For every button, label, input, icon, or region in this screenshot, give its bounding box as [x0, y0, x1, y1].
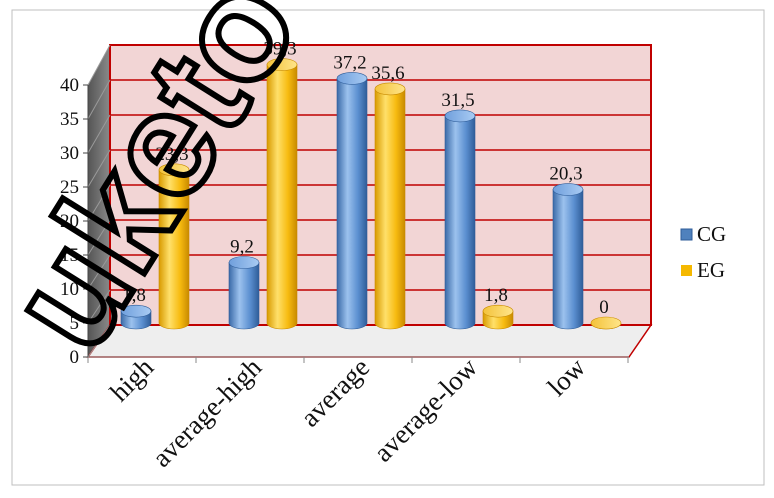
legend-label-eg: EG — [697, 258, 725, 282]
data-label: 20,3 — [549, 164, 582, 185]
data-label: 1,8 — [484, 285, 508, 306]
side-gridline — [87, 219, 111, 256]
y-tick-label: 30 — [60, 143, 79, 164]
bar-top-eg — [482, 304, 514, 318]
bar-cg — [444, 115, 476, 330]
bar-cg — [336, 78, 368, 330]
data-label: 1,8 — [122, 285, 146, 306]
bar-top-eg — [590, 316, 622, 330]
bar-top-eg — [158, 163, 190, 177]
x-category-label: average-low — [368, 352, 484, 468]
data-label: 39,3 — [263, 39, 296, 60]
bar-top-cg — [444, 109, 476, 123]
side-gridline — [87, 289, 111, 324]
data-label: 37,2 — [333, 52, 366, 73]
legend: CG EG — [680, 222, 726, 282]
bar-cg — [552, 189, 584, 330]
data-label: 35,6 — [371, 63, 404, 84]
side-gridline — [87, 184, 111, 222]
legend-swatch-eg — [681, 265, 692, 276]
x-category-label: average-high — [146, 352, 267, 473]
legend-label-cg: CG — [697, 222, 726, 246]
data-label: 31,5 — [441, 90, 474, 111]
side-gridline — [87, 149, 111, 188]
legend-swatch-cg — [680, 228, 693, 241]
side-gridline — [87, 254, 111, 290]
data-label: 0 — [599, 297, 609, 318]
y-tick-label: 25 — [60, 177, 79, 198]
side-gridline — [87, 114, 111, 154]
floor — [86, 324, 653, 358]
side-gridline — [87, 44, 111, 86]
bar-cg — [228, 262, 260, 330]
data-label: 23,3 — [155, 144, 188, 165]
y-tick-label: 5 — [70, 313, 80, 334]
y-tick-label: 20 — [60, 211, 79, 232]
y-tick-label: 15 — [60, 245, 79, 266]
data-label: 9,2 — [230, 237, 254, 258]
data-labels: 1,8 23,3 9,2 39,3 37,235,6 31,5 1,8 20,3 0 — [122, 39, 609, 318]
chart-border — [11, 9, 765, 486]
bar-top-cg — [120, 304, 152, 318]
bar-eg — [374, 88, 406, 330]
bar-eg — [266, 64, 298, 330]
left-side-wall — [88, 45, 110, 357]
y-tick-label: 10 — [60, 279, 79, 300]
bar-top-eg — [374, 82, 406, 96]
bar-eg — [158, 169, 190, 330]
y-tick-label: 0 — [70, 347, 80, 368]
bar-top-cg — [336, 72, 368, 85]
bar-top-eg — [266, 58, 298, 71]
side-gridline — [87, 79, 111, 120]
y-tick-label: 35 — [60, 109, 79, 130]
y-axis: 0 5 10 15 20 25 30 35 40 — [60, 75, 89, 368]
x-category-label: low — [541, 352, 591, 402]
x-category-label: average — [295, 352, 376, 433]
y-tick-label: 40 — [60, 75, 79, 96]
bar-top-cg — [552, 183, 584, 196]
side-gridline — [87, 324, 111, 358]
bar-top-cg — [228, 256, 260, 269]
bars — [120, 58, 622, 330]
